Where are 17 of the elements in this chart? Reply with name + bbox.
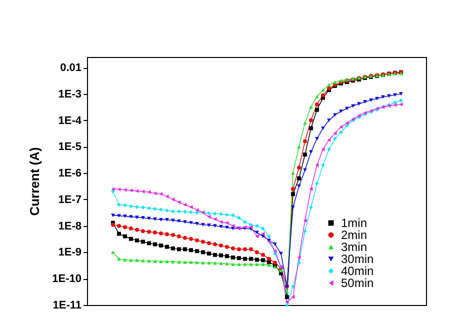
y-tick-label: 1E-4: [58, 114, 82, 127]
y-tick-label: 1E-9: [58, 246, 82, 259]
y-axis-title: Current (A): [27, 147, 42, 216]
legend-label: 1min: [341, 216, 368, 230]
y-tick-label: 1E-10: [52, 273, 82, 286]
legend-label: 50min: [341, 276, 374, 290]
legend-label: 2min: [341, 228, 368, 242]
y-tick-label: 1E-7: [58, 194, 82, 206]
y-tick-label: 1E-6: [58, 168, 82, 180]
y-tick-label: 0.01: [60, 62, 82, 74]
legend-label: 30min: [341, 252, 374, 266]
y-tick-label: 1E-11: [52, 300, 82, 312]
legend-label: 3min: [341, 240, 368, 254]
legend-label: 40min: [341, 264, 374, 278]
y-tick-label: 1E-5: [58, 141, 82, 154]
y-tick-label: 1E-3: [58, 88, 82, 100]
y-tick-label: 1E-8: [58, 220, 82, 232]
